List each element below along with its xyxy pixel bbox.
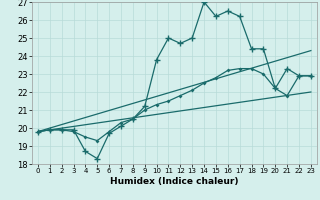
X-axis label: Humidex (Indice chaleur): Humidex (Indice chaleur) (110, 177, 239, 186)
